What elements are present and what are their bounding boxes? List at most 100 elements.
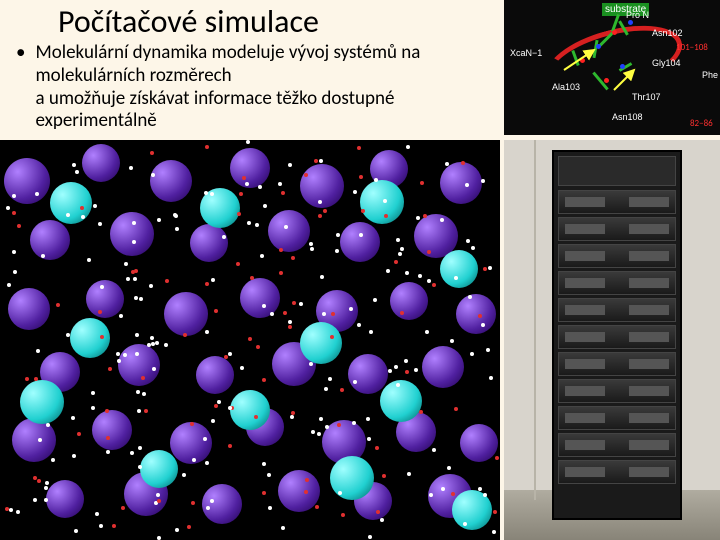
water-atom [281,526,285,530]
water-atom [359,175,363,179]
water-atom [246,140,250,144]
ion-sphere [70,318,110,358]
water-atom [418,274,422,278]
water-atom [465,183,469,187]
water-atom [174,214,178,218]
ion-sphere [150,160,192,202]
water-atom [291,256,295,260]
ion-sphere [422,346,464,388]
water-atom [13,270,17,274]
water-atom [247,221,251,225]
water-atom [95,512,99,516]
water-atom [483,493,487,497]
water-atom [157,218,161,222]
water-atom [98,310,102,314]
water-atom [488,266,492,270]
water-atom [255,223,259,227]
water-atom [33,498,37,502]
water-atom [406,145,410,149]
water-atom [366,417,370,421]
water-atom [150,151,154,155]
water-atom [72,163,76,167]
water-atom [279,271,283,275]
server-rack-image [504,140,720,540]
water-atom [66,333,70,337]
ion-sphere [340,222,380,262]
water-atom [317,432,321,436]
water-atom [394,365,398,369]
water-atom [228,444,232,448]
ion-sphere [46,480,84,518]
ion-sphere [300,322,342,364]
water-atom [323,209,327,213]
water-atom [447,466,451,470]
water-atom [394,260,398,264]
water-atom [211,419,215,423]
rack-server-unit [558,433,676,457]
water-atom [130,451,134,455]
ion-sphere [86,280,124,318]
bullet-list: • Molekulární dynamika modeluje vývoj sy… [14,42,484,133]
rack-server-unit [558,217,676,241]
water-atom [291,411,295,415]
water-atom [124,262,128,266]
water-atom [450,339,454,343]
water-atom [132,221,136,225]
water-atom [304,490,308,494]
water-atom [489,376,493,380]
ion-sphere [380,380,422,422]
water-atom [318,200,322,204]
water-atom [283,311,287,315]
water-atom [87,258,91,262]
water-atom [17,224,21,228]
water-atom [81,215,85,219]
ion-sphere [330,456,374,500]
ion-sphere [92,410,132,450]
water-atom [288,320,292,324]
water-atom [137,409,141,413]
water-atom [278,182,282,186]
water-atom [353,190,357,194]
water-atom [357,323,361,327]
rack-server-unit [558,406,676,430]
water-atom [309,242,313,246]
water-atom [248,337,252,341]
water-atom [150,336,154,340]
bullet-text: Molekulární dynamika modeluje vývoj syst… [35,42,484,133]
water-atom [454,407,458,411]
water-atom [400,311,404,315]
water-atom [205,145,209,149]
ion-sphere [196,356,234,394]
water-atom [237,212,241,216]
water-atom [74,529,78,533]
water-atom [56,303,60,307]
water-atom [129,166,133,170]
water-atom [98,222,102,226]
water-atom [369,330,373,334]
water-atom [204,191,208,195]
water-atom [250,276,254,280]
water-atom [288,163,292,167]
water-atom [211,278,215,282]
water-atom [292,301,296,305]
water-atom [119,314,123,318]
water-atom [77,432,81,436]
water-atom [478,487,482,491]
water-atom [398,252,402,256]
water-atom [281,191,285,195]
ion-sphere [30,220,70,260]
ion-sphere [440,162,482,204]
water-atom [262,491,266,495]
water-atom [183,333,187,337]
water-atom [210,499,214,503]
ion-sphere [440,250,478,288]
water-atom [328,377,332,381]
ion-sphere [164,292,208,336]
water-atom [357,146,361,150]
water-atom [240,366,244,370]
water-atom [349,307,353,311]
water-atom [147,343,151,347]
water-atom [311,430,315,434]
water-atom [93,204,97,208]
water-atom [386,269,390,273]
